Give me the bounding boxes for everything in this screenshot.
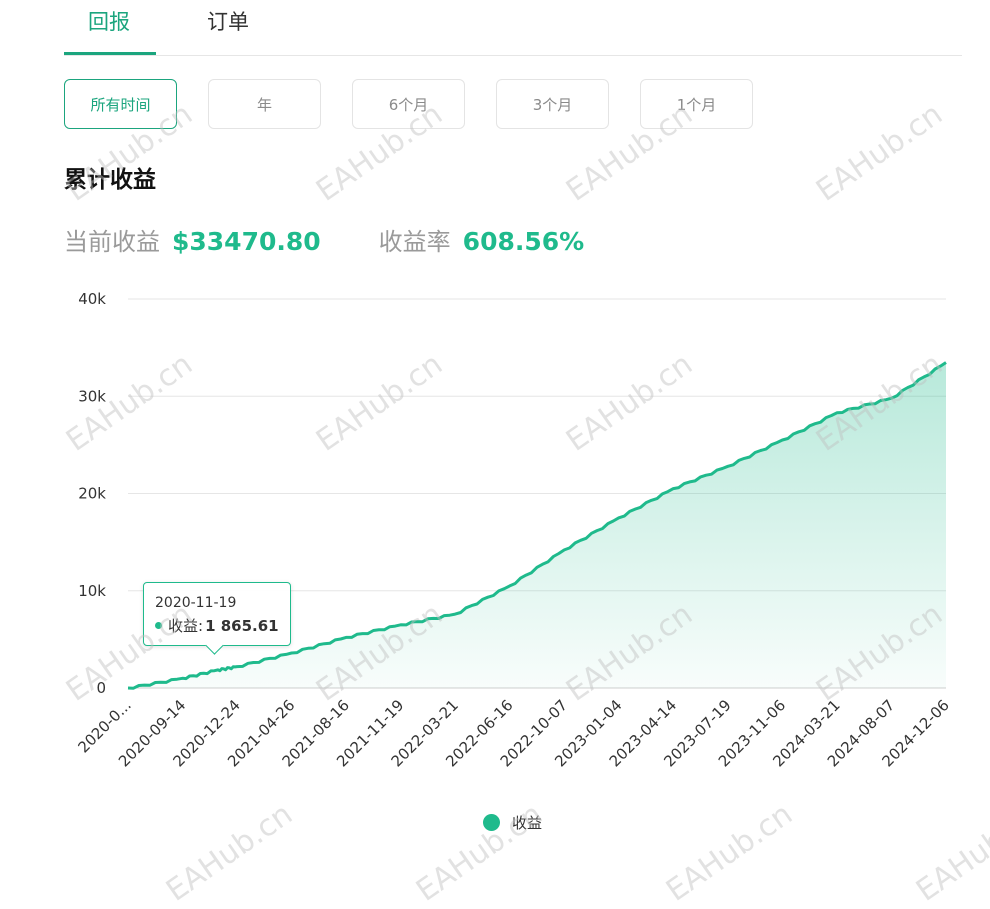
active-tab-indicator xyxy=(64,52,156,55)
tooltip-series-label: 收益: xyxy=(168,617,204,635)
legend-dot-icon xyxy=(483,814,500,831)
tab-returns[interactable]: 回报 xyxy=(88,10,130,34)
profit-series-line[interactable] xyxy=(127,361,947,690)
tooltip-date: 2020-11-19 xyxy=(155,595,237,611)
current-profit-label: 当前收益 xyxy=(64,228,160,256)
tab-bar: 回报 订单 xyxy=(64,0,962,56)
tooltip-row: 收益: 1 865.61 xyxy=(155,615,290,636)
tab-orders[interactable]: 订单 xyxy=(207,10,249,34)
range-year-button[interactable]: 年 xyxy=(208,79,321,129)
stats-row: 当前收益 $33470.80 收益率 608.56% xyxy=(64,222,584,257)
chart-legend[interactable]: 收益 xyxy=(483,812,542,833)
tooltip-value: 1 865.61 xyxy=(205,616,279,635)
return-rate-label: 收益率 xyxy=(378,228,451,256)
y-tick-label: 40k xyxy=(78,290,106,308)
y-tick-label: 20k xyxy=(78,485,106,503)
y-tick-label: 0 xyxy=(96,679,106,697)
return-rate-value: 608.56% xyxy=(462,227,585,256)
range-3-months-button[interactable]: 3个月 xyxy=(496,79,609,129)
tooltip-series-dot xyxy=(155,622,162,629)
chart-tooltip: 2020-11-19 收益: 1 865.61 xyxy=(143,582,291,655)
section-title: 累计收益 xyxy=(64,167,156,193)
y-tick-label: 10k xyxy=(78,582,106,600)
current-profit-value: $33470.80 xyxy=(172,227,321,256)
range-1-month-button[interactable]: 1个月 xyxy=(640,79,753,129)
y-tick-label: 30k xyxy=(78,387,106,405)
profit-area-fill xyxy=(128,362,946,689)
range-6-months-button[interactable]: 6个月 xyxy=(352,79,465,129)
range-all-time-button[interactable]: 所有时间 xyxy=(64,79,177,129)
legend-label: 收益 xyxy=(512,814,543,832)
